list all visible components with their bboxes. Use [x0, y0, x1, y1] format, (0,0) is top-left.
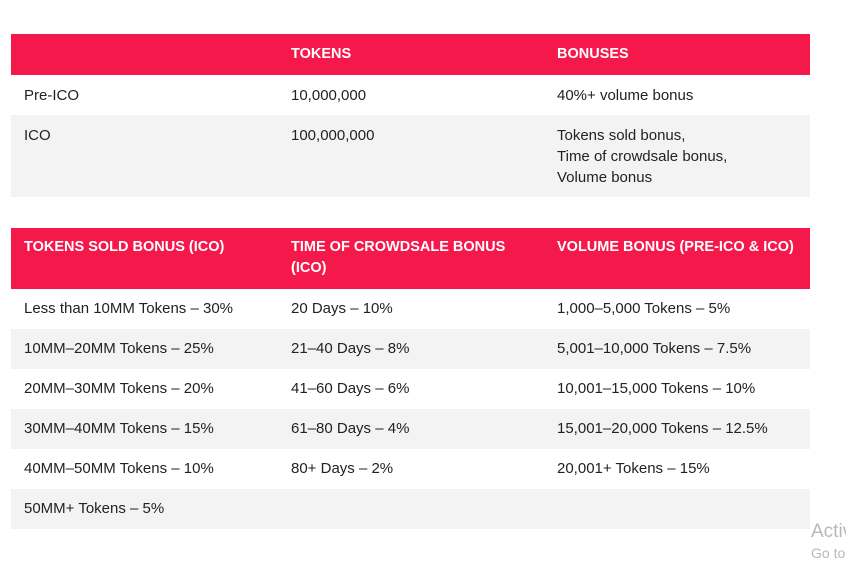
cell-tokens-sold: 20MM–30MM Tokens – 20%: [24, 380, 214, 397]
token-allocation-table: TOKENS BONUSES Pre-ICO 10,000,000 40%+ v…: [11, 34, 810, 197]
cell-tokens-sold: 50MM+ Tokens – 5%: [11, 489, 278, 529]
table-row: Pre-ICO 10,000,000 40%+ volume bonus: [11, 75, 810, 115]
bonus-line: Tokens sold bonus,: [557, 127, 686, 144]
cell-volume: 10,001–15,000 Tokens – 10%: [557, 380, 756, 397]
cell-bonuses: Tokens sold bonus, Time of crowdsale bon…: [544, 115, 810, 197]
cell-volume: 15,001–20,000 Tokens – 12.5%: [544, 409, 810, 449]
table-header-row: TOKENS SOLD BONUS (ICO) TIME OF CROWDSAL…: [11, 228, 810, 289]
bonus-line: Volume bonus: [557, 169, 653, 186]
table-row: 40MM–50MM Tokens – 10% 80+ Days – 2% 20,00…: [11, 449, 810, 489]
bonus-line: 40%+ volume bonus: [557, 87, 694, 104]
cell-volume: 5,001–10,000 Tokens – 7.5%: [544, 329, 810, 369]
cell-tokens: 10,000,000: [291, 87, 367, 104]
table-row: 50MM+ Tokens – 5%: [11, 489, 810, 529]
cell-stage: ICO: [11, 115, 278, 197]
cell-time: 20 Days – 10%: [291, 300, 393, 317]
table-row: ICO 100,000,000 Tokens sold bonus, Time …: [11, 115, 810, 197]
bonus-line: Time of crowdsale bonus,: [557, 148, 728, 165]
cell-tokens-sold: 30MM–40MM Tokens – 15%: [11, 409, 278, 449]
cell-volume: [544, 489, 810, 529]
table-row: 30MM–40MM Tokens – 15% 61–80 Days – 4% 15,…: [11, 409, 810, 449]
header-volume-bonus: VOLUME BONUS (PRE-ICO & ICO): [544, 228, 810, 289]
activation-watermark: Activ: [811, 521, 846, 542]
cell-tokens-sold: 10MM–20MM Tokens – 25%: [11, 329, 278, 369]
cell-bonuses: 40%+ volume bonus: [544, 75, 810, 115]
table-row: 20MM–30MM Tokens – 20% 41–60 Days – 6% 10,…: [11, 369, 810, 409]
header-tokens: TOKENS: [278, 34, 544, 75]
cell-time: 80+ Days – 2%: [291, 460, 394, 477]
cell-time: 41–60 Days – 6%: [291, 380, 410, 397]
cell-tokens-sold: Less than 10MM Tokens – 30%: [24, 300, 234, 317]
cell-time: 61–80 Days – 4%: [278, 409, 544, 449]
cell-volume: 1,000–5,000 Tokens – 5%: [557, 300, 731, 317]
cell-tokens: 100,000,000: [278, 115, 544, 197]
table-row: 10MM–20MM Tokens – 25% 21–40 Days – 8% 5,0…: [11, 329, 810, 369]
header-tokens-sold-bonus: TOKENS SOLD BONUS (ICO): [11, 228, 278, 289]
bonus-tiers-table: TOKENS SOLD BONUS (ICO) TIME OF CROWDSAL…: [11, 228, 810, 529]
cell-stage: Pre-ICO: [24, 87, 80, 104]
cell-time: 21–40 Days – 8%: [278, 329, 544, 369]
header-time-bonus: TIME OF CROWDSALE BONUS (ICO): [278, 228, 544, 289]
header-bonuses: BONUSES: [544, 34, 810, 75]
activation-watermark-sub: Go to: [811, 545, 846, 561]
table-header-row: TOKENS BONUSES: [11, 34, 810, 75]
header-cell: [11, 34, 278, 75]
cell-tokens-sold: 40MM–50MM Tokens – 10%: [24, 460, 214, 477]
cell-time: [278, 489, 544, 529]
cell-volume: 20,001+ Tokens – 15%: [557, 460, 710, 477]
table-row: Less than 10MM Tokens – 30% 20 Days – 10%…: [11, 289, 810, 329]
